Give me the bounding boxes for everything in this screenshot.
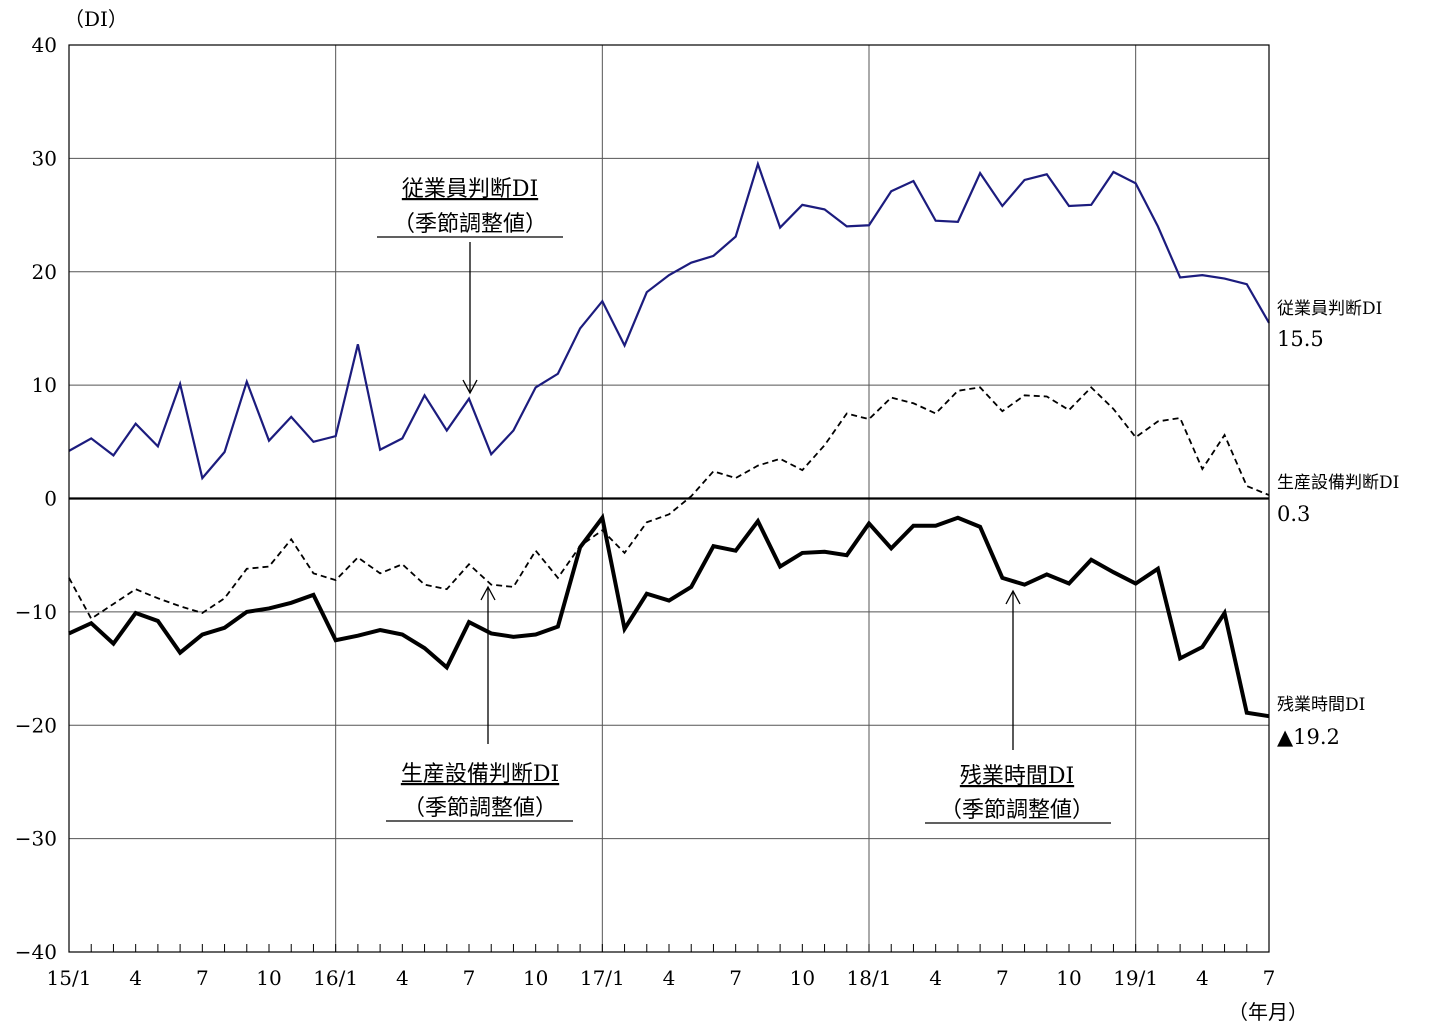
- x-tick-label: 16/1: [313, 966, 358, 990]
- end-label-equipment-value: 0.3: [1277, 502, 1310, 526]
- y-tick-label: 10: [32, 373, 57, 397]
- x-tick-label: 4: [663, 966, 676, 990]
- x-tick-label: 4: [129, 966, 142, 990]
- x-tick-label: 4: [396, 966, 409, 990]
- x-tick-label: 10: [1056, 966, 1081, 990]
- series-line-employees: [68, 160, 1270, 481]
- end-label-overtime-name: 残業時間DI: [1277, 695, 1365, 715]
- annotation-equipment: 生産設備判断DI （季節調整値）: [386, 585, 573, 822]
- x-tick-label: 7: [996, 966, 1009, 990]
- end-label-employees-name: 従業員判断DI: [1277, 299, 1382, 319]
- x-tick-marks: [68, 944, 1270, 952]
- annotation-equipment-title: 生産設備判断DI: [401, 762, 559, 787]
- end-label-employees-value: 15.5: [1277, 327, 1324, 351]
- y-tick-label: −30: [15, 827, 57, 851]
- x-tick-label: 19/1: [1113, 966, 1158, 990]
- y-tick-label: −20: [15, 713, 57, 737]
- x-tick-label: 15/1: [47, 966, 92, 990]
- end-label-equipment-name: 生産設備判断DI: [1277, 473, 1399, 493]
- x-tick-label: 7: [729, 966, 742, 990]
- x-tick-label: 10: [790, 966, 815, 990]
- y-tick-label: −40: [15, 940, 57, 964]
- x-tick-label: 4: [929, 966, 942, 990]
- x-tick-label: 10: [523, 966, 548, 990]
- y-tick-label: −10: [15, 600, 57, 624]
- series-line-equipment: [68, 386, 1270, 620]
- annotation-employees-arrowhead: [462, 379, 478, 395]
- x-tick-label: 7: [463, 966, 476, 990]
- annotation-overtime: 残業時間DI （季節調整値）: [925, 589, 1111, 824]
- x-tick-label: 10: [256, 966, 281, 990]
- x-tick-labels: 15/1 4 7 10 16/1 4 7 10 17/1 4 7 10 18/1 4 7 10 19/1 4 7: [47, 966, 1276, 990]
- annotation-employees: 従業員判断DI （季節調整値）: [377, 177, 563, 395]
- x-tick-label: 17/1: [580, 966, 625, 990]
- series-line-overtime: [68, 513, 1270, 719]
- y-tick-label: 40: [32, 33, 57, 57]
- y-tick-label: 20: [32, 260, 57, 284]
- annotation-overtime-title: 残業時間DI: [960, 764, 1074, 789]
- annotation-overtime-subtitle: （季節調整値）: [940, 798, 1094, 823]
- y-unit-label: （DI）: [64, 7, 128, 31]
- annotation-equipment-subtitle: （季節調整値）: [403, 796, 557, 821]
- x-unit-label: （年月）: [1228, 1000, 1308, 1024]
- y-tick-labels: 40 30 20 10 0 −10 −20 −30 −40: [15, 33, 57, 964]
- annotation-overtime-arrowhead: [1005, 589, 1021, 605]
- series-layer: [68, 160, 1270, 719]
- x-tick-label: 18/1: [847, 966, 892, 990]
- annotation-employees-title: 従業員判断DI: [402, 177, 538, 202]
- annotation-employees-subtitle: （季節調整値）: [393, 212, 547, 237]
- annotation-equipment-arrowhead: [480, 585, 496, 601]
- x-tick-label: 7: [1263, 966, 1276, 990]
- x-tick-label: 4: [1196, 966, 1209, 990]
- y-tick-label: 30: [32, 146, 57, 170]
- end-label-overtime-value: ▲19.2: [1277, 725, 1340, 749]
- y-tick-label: 0: [44, 487, 57, 511]
- x-tick-label: 7: [196, 966, 209, 990]
